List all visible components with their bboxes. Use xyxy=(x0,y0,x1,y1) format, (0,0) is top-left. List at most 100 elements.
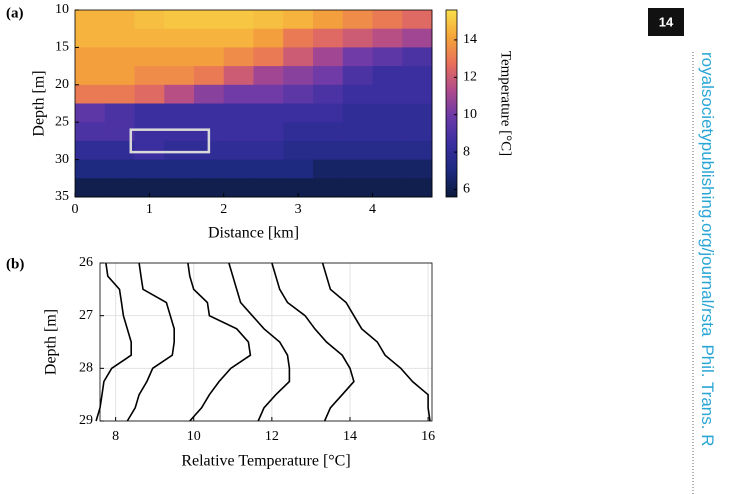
heat-cell xyxy=(372,28,403,48)
heat-cell xyxy=(342,28,373,48)
heat-cell xyxy=(313,178,344,198)
heat-cell xyxy=(75,140,106,161)
heat-cell xyxy=(253,159,284,179)
heat-cell xyxy=(342,159,373,179)
profile-line xyxy=(126,262,175,422)
heat-cell xyxy=(134,47,165,67)
heat-cell xyxy=(194,103,225,123)
heat-cell xyxy=(104,66,135,86)
heat-cell xyxy=(253,140,284,161)
y-axis-label: Depth [m] xyxy=(31,70,48,136)
heat-cell xyxy=(283,10,314,30)
heat-cell xyxy=(134,10,165,30)
heat-cell xyxy=(253,66,284,86)
heat-cell xyxy=(134,84,165,104)
y-tick-label: 28 xyxy=(79,361,93,376)
heat-cell xyxy=(402,28,433,48)
x-axis-label: Relative Temperature [°C] xyxy=(181,453,350,470)
panel-label: (a) xyxy=(6,5,24,21)
heat-cell xyxy=(134,178,165,198)
y-tick-label: 10 xyxy=(55,2,69,17)
heat-cell xyxy=(313,10,344,30)
heat-cell xyxy=(75,122,106,142)
y-tick-label: 26 xyxy=(79,255,93,270)
heat-cell xyxy=(223,28,254,48)
heat-cell xyxy=(342,122,373,142)
heat-cell xyxy=(253,103,284,123)
heat-cell xyxy=(164,66,195,86)
colorbar xyxy=(445,9,458,198)
heat-cell xyxy=(164,122,195,142)
heat-cell xyxy=(253,47,284,67)
heat-cell xyxy=(104,159,135,179)
heat-cell xyxy=(372,66,403,86)
heat-cell xyxy=(402,10,433,30)
heat-cell xyxy=(283,159,314,179)
heat-cell xyxy=(313,66,344,86)
heat-cell xyxy=(194,47,225,67)
heat-cell xyxy=(223,66,254,86)
heat-cell xyxy=(164,178,195,198)
colorbar-tick-label: 14 xyxy=(463,32,477,47)
x-tick-label: 4 xyxy=(369,202,376,217)
heat-cell xyxy=(164,84,195,104)
heat-cell xyxy=(104,47,135,67)
heat-cell xyxy=(372,84,403,104)
heat-cell xyxy=(253,178,284,198)
x-tick-label: 0 xyxy=(72,202,79,217)
heat-cell xyxy=(313,84,344,104)
heat-cell xyxy=(75,66,106,86)
heat-cell xyxy=(104,103,135,123)
heat-cell xyxy=(372,140,403,161)
heat-cell xyxy=(253,122,284,142)
heat-cell xyxy=(194,159,225,179)
heat-cell xyxy=(164,28,195,48)
heat-cell xyxy=(313,28,344,48)
heat-cell xyxy=(313,103,344,123)
heat-cell xyxy=(104,122,135,142)
heat-cell xyxy=(283,84,314,104)
heat-cell xyxy=(75,47,106,67)
heat-cell xyxy=(342,66,373,86)
heat-cell xyxy=(402,47,433,67)
colorbar-tick-label: 8 xyxy=(463,144,470,159)
heat-cell xyxy=(402,122,433,142)
heat-cell xyxy=(313,122,344,142)
heat-cell xyxy=(283,140,314,161)
heat-cell xyxy=(134,122,165,142)
heat-cell xyxy=(342,84,373,104)
colorbar-label: Temperature [°C] xyxy=(498,51,514,156)
heat-cell xyxy=(164,10,195,30)
heat-cell xyxy=(283,28,314,48)
y-tick-label: 30 xyxy=(55,152,69,167)
heat-cell xyxy=(104,140,135,161)
heat-cell xyxy=(164,47,195,67)
heat-cell xyxy=(372,47,403,67)
x-tick-label: 2 xyxy=(220,202,227,217)
heat-cell xyxy=(372,122,403,142)
heat-cell xyxy=(402,66,433,86)
heat-cell xyxy=(164,103,195,123)
heat-cell xyxy=(104,10,135,30)
x-tick-label: 14 xyxy=(343,429,357,444)
y-tick-label: 15 xyxy=(55,40,69,55)
heat-cell xyxy=(134,159,165,179)
heat-cell xyxy=(104,84,135,104)
heat-cell xyxy=(134,140,165,161)
heat-cell xyxy=(223,122,254,142)
heat-cell xyxy=(402,84,433,104)
heat-cell xyxy=(342,178,373,198)
journal-name: Phil. Trans. R xyxy=(698,344,717,446)
y-tick-label: 20 xyxy=(55,77,69,92)
heat-cell xyxy=(223,140,254,161)
x-tick-label: 1 xyxy=(146,202,153,217)
heat-cell xyxy=(402,178,433,198)
x-tick-label: 10 xyxy=(187,429,201,444)
x-tick-label: 12 xyxy=(265,429,279,444)
heat-cell xyxy=(134,28,165,48)
heat-cell xyxy=(342,10,373,30)
heat-cell xyxy=(134,103,165,123)
heat-cell xyxy=(164,140,195,161)
heat-cell xyxy=(194,178,225,198)
y-tick-label: 35 xyxy=(55,189,69,204)
